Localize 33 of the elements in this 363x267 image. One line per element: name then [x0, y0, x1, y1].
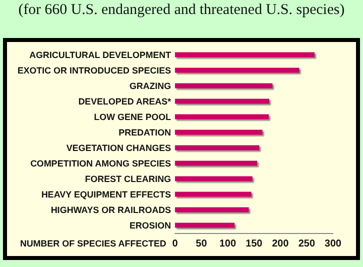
y-tick-label: HEAVY EQUIPMENT EFFECTS	[41, 189, 171, 200]
x-tick-label: 100	[219, 238, 236, 250]
y-tick-label: AGRICULTURAL DEVELOPMENT	[29, 50, 172, 60]
x-axis-title: NUMBER OF SPECIES AFFECTED	[20, 238, 167, 248]
y-tick-label: EXOTIC OR INTRODUCED SPECIES	[17, 65, 171, 76]
bar	[175, 68, 300, 73]
bar	[175, 83, 272, 88]
bar	[175, 130, 262, 135]
x-tick-label: 200	[272, 238, 290, 250]
x-tick-label: 50	[196, 238, 208, 250]
x-tick-label: 0	[172, 238, 178, 250]
y-tick-label: VEGETATION CHANGES	[66, 142, 171, 153]
bar	[175, 207, 249, 212]
x-tick-label: 300	[324, 238, 342, 250]
y-tick-label: COMPETITION AMONG SPECIES	[30, 158, 171, 168]
y-tick-label: HIGHWAYS OR RAILROADS	[50, 204, 171, 215]
x-tick-label: 250	[298, 238, 316, 250]
y-tick-label: PREDATION	[118, 127, 171, 138]
bar	[175, 176, 252, 182]
y-tick-label: EROSION	[129, 220, 171, 230]
bar	[175, 145, 260, 150]
bar	[175, 160, 258, 166]
y-tick-label: DEVELOPED AREAS*	[78, 96, 172, 106]
bar	[175, 52, 315, 58]
bar	[175, 114, 269, 120]
bar	[175, 192, 252, 197]
y-tick-label: FOREST CLEARING	[84, 174, 171, 184]
y-tick-label: GRAZING	[130, 80, 171, 91]
y-tick-label: LOW GENE POOL	[94, 112, 172, 122]
bar	[175, 98, 270, 104]
x-tick-label: 150	[246, 238, 263, 250]
chart-title: (for 660 U.S. endangered and threatened U.S. species)	[17, 2, 346, 19]
bar	[175, 222, 235, 228]
